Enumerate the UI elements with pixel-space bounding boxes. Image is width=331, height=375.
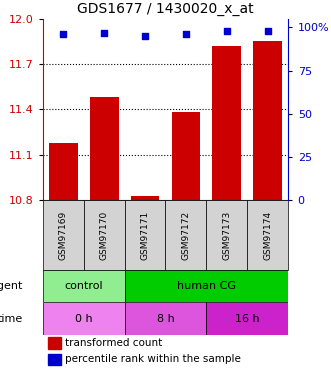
Bar	[48, 354, 62, 365]
Bar	[253, 41, 282, 200]
Text: control: control	[65, 281, 103, 291]
Title: GDS1677 / 1430020_x_at: GDS1677 / 1430020_x_at	[77, 2, 254, 16]
Bar	[166, 200, 206, 270]
Text: GSM97172: GSM97172	[181, 210, 190, 260]
Text: transformed count: transformed count	[65, 338, 162, 348]
Point	[265, 28, 270, 34]
Bar	[131, 196, 159, 200]
Text: agent: agent	[0, 281, 23, 291]
Text: time: time	[0, 314, 23, 324]
Bar	[43, 200, 84, 270]
Bar	[90, 98, 118, 200]
Point	[142, 33, 148, 39]
Text: GSM97173: GSM97173	[222, 210, 231, 260]
Point	[102, 30, 107, 36]
Bar	[43, 302, 125, 335]
Bar	[125, 302, 206, 335]
Text: 8 h: 8 h	[157, 314, 174, 324]
Text: GSM97169: GSM97169	[59, 210, 68, 260]
Point	[224, 28, 229, 34]
Text: GSM97170: GSM97170	[100, 210, 109, 260]
Bar	[84, 200, 125, 270]
Text: 16 h: 16 h	[235, 314, 260, 324]
Bar	[171, 112, 200, 200]
Text: percentile rank within the sample: percentile rank within the sample	[65, 354, 241, 364]
Bar	[206, 302, 288, 335]
Bar	[43, 270, 125, 302]
Bar	[48, 337, 62, 349]
Bar	[247, 200, 288, 270]
Bar	[125, 270, 288, 302]
Text: GSM97171: GSM97171	[141, 210, 150, 260]
Bar	[206, 200, 247, 270]
Bar	[125, 200, 166, 270]
Point	[61, 31, 66, 37]
Bar	[49, 142, 78, 200]
Point	[183, 31, 189, 37]
Bar	[213, 46, 241, 200]
Text: GSM97174: GSM97174	[263, 210, 272, 260]
Text: human CG: human CG	[177, 281, 236, 291]
Text: 0 h: 0 h	[75, 314, 93, 324]
